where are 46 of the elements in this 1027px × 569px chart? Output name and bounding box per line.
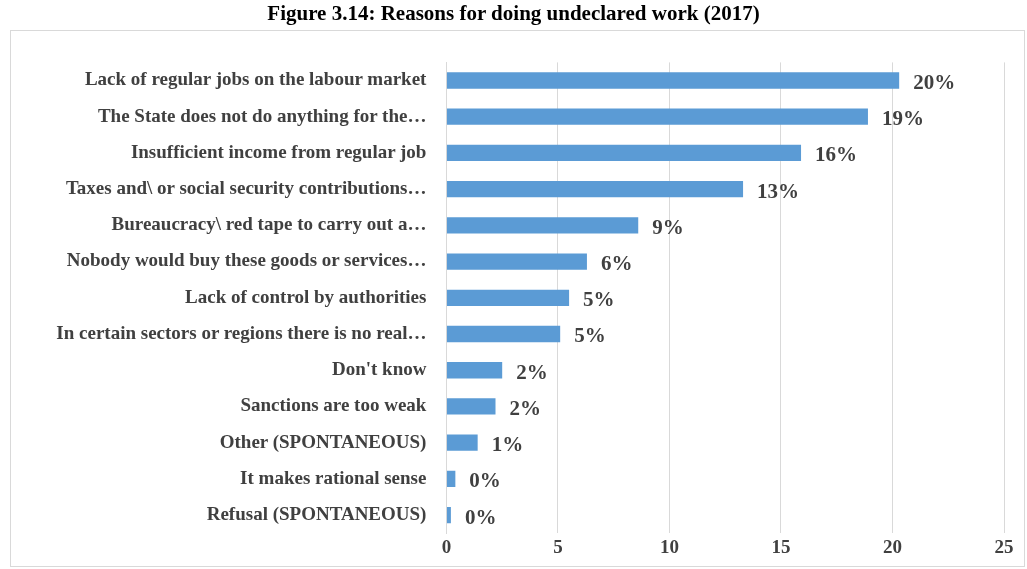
y-tick-label: Other (SPONTANEOUS) (219, 430, 427, 453)
bar (446, 289, 570, 306)
data-label: 5% (583, 287, 615, 312)
data-label: 1% (491, 432, 524, 457)
bar (446, 253, 587, 270)
data-label: 2% (516, 359, 548, 384)
y-tick-label: Lack of control by authorities (185, 285, 427, 307)
bar (446, 217, 639, 234)
y-tick-label: In certain sectors or regions there is no real… (56, 321, 427, 343)
y-tick-label: Refusal (SPONTANEOUS) (206, 503, 427, 525)
bar (446, 144, 802, 162)
bar (446, 362, 503, 379)
data-label: 2% (509, 395, 541, 420)
bar (446, 398, 496, 415)
data-label: 0% (464, 504, 497, 529)
y-tick-label: Lack of regular jobs on the labour market (84, 68, 428, 90)
y-tick-label: Taxes and\ or social security contributions… (65, 177, 427, 199)
bar (446, 434, 478, 451)
bar (446, 470, 456, 488)
x-tick-label: 20 (882, 535, 902, 557)
y-tick-label: The State does not do anything for the… (97, 104, 427, 126)
data-label: 0% (469, 468, 501, 493)
bar (446, 325, 561, 343)
y-tick-label: Bureaucracy\ red tape to carry out a… (111, 213, 427, 235)
x-tick-label: 0 (441, 535, 452, 557)
data-label: 13% (757, 178, 800, 203)
data-label: 19% (881, 106, 924, 131)
data-label: 16% (815, 142, 858, 167)
data-label: 9% (652, 214, 684, 239)
chart-title: Figure 3.14: Reasons for doing undeclared work (2017) (266, 0, 761, 26)
bar (446, 108, 868, 125)
y-tick-label: Nobody would buy these goods or services… (66, 249, 427, 271)
data-label: 5% (574, 323, 606, 348)
bar (446, 72, 900, 89)
y-tick-label: It makes rational sense (240, 466, 427, 488)
bar (446, 181, 744, 198)
x-tick-label: 15 (771, 535, 791, 557)
y-tick-label: Don't know (331, 358, 427, 380)
x-tick-label: 25 (994, 535, 1014, 557)
y-tick-label: Insufficient income from regular job (130, 140, 427, 162)
y-tick-label: Sanctions are too weak (240, 394, 427, 416)
bar (446, 506, 451, 524)
x-tick-label: 5 (553, 535, 563, 557)
x-tick-label: 10 (659, 535, 679, 557)
data-label: 20% (913, 69, 956, 94)
data-label: 6% (600, 251, 633, 276)
